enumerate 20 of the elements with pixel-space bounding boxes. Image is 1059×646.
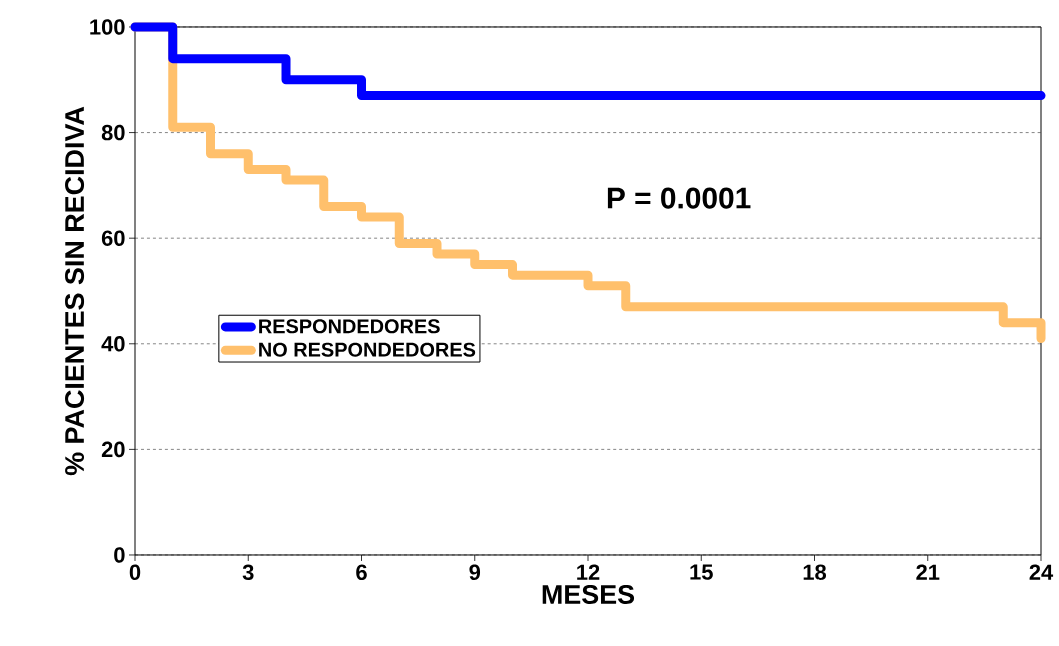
x-tick-label: 21	[916, 564, 940, 580]
legend-label: NO RESPONDEDORES	[259, 342, 476, 357]
annotation: P = 0.0001	[607, 187, 751, 209]
x-tick-label: 0	[129, 564, 141, 581]
y-tick-label: 80	[101, 124, 125, 141]
y-tick-label: 0	[114, 547, 125, 563]
y-tick-label: 40	[101, 336, 125, 352]
legend-label: RESPONDEDORES	[259, 319, 440, 334]
x-tick-label: 3	[242, 564, 254, 581]
y-tick-label: 100	[90, 19, 125, 35]
x-tick-label: 18	[803, 564, 827, 581]
x-tick-label: 9	[469, 564, 481, 581]
x-axis-title: MESES	[542, 584, 635, 604]
x-tick-label: 6	[356, 564, 367, 581]
x-tick-label: 15	[690, 564, 713, 580]
x-tick-label: 24	[1029, 564, 1054, 580]
y-tick-label: 60	[101, 230, 125, 246]
y-axis-title: % PACIENTES SIN RECIDIVA	[65, 106, 85, 476]
y-tick-label: 20	[101, 441, 125, 458]
x-tick-label: 12	[577, 564, 600, 580]
